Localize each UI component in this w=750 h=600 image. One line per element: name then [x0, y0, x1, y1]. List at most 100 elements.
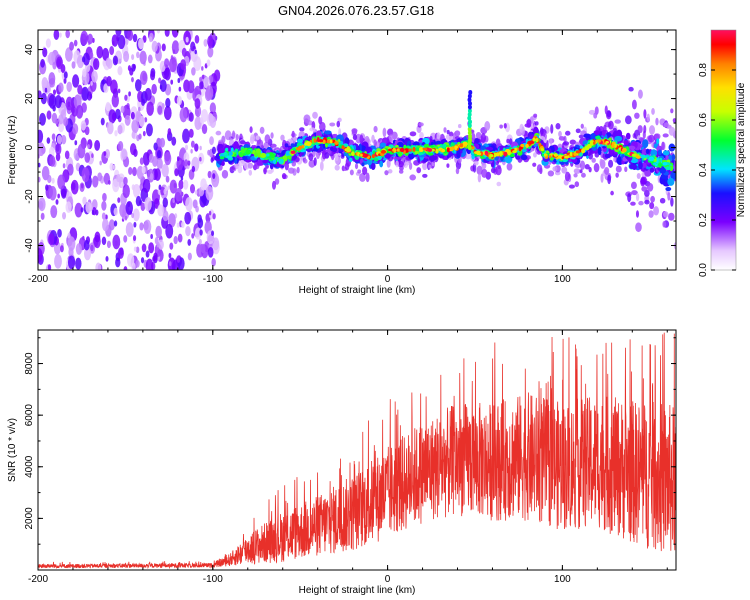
noise-blob [131, 262, 136, 270]
noise-blob [164, 58, 170, 68]
noise-blob [93, 58, 100, 70]
noise-blob [169, 242, 174, 250]
ridge-peak [503, 151, 508, 157]
ridge-peak [520, 143, 525, 148]
ridge-peak [454, 145, 458, 151]
band-cell [262, 159, 269, 164]
spike-cell [467, 100, 472, 106]
noise-blob [80, 207, 84, 213]
band-cell [590, 132, 597, 141]
spectral-speck [558, 130, 562, 138]
band-cell [233, 141, 240, 150]
spectral-speck [359, 172, 366, 182]
spectral-speck [608, 120, 614, 130]
noise-blob [102, 192, 107, 202]
spectral-speck [239, 140, 246, 145]
noise-blob [180, 176, 184, 181]
x-tick-label: -100 [203, 274, 223, 285]
ridge-peak [341, 145, 345, 150]
noise-blob [167, 185, 170, 190]
spectral-speck [653, 206, 660, 216]
y-tick-label: 20 [24, 93, 35, 105]
y-tick-label: -20 [24, 189, 35, 204]
ridge-peak [507, 151, 511, 156]
spectral-speck [552, 166, 558, 172]
band-cell [221, 161, 225, 167]
spectral-speck [296, 166, 300, 174]
spectral-speck [608, 159, 614, 168]
spectral-speck [303, 158, 308, 164]
noise-blob [57, 174, 66, 190]
band-cell [604, 153, 611, 159]
spectral-speck [299, 127, 305, 132]
noise-blob [117, 88, 121, 94]
ridge-peak [334, 141, 339, 145]
band-cell [238, 153, 244, 158]
noise-blob [153, 142, 158, 151]
noise-blob [209, 115, 217, 128]
spectral-speck [397, 160, 405, 168]
noise-blob [55, 199, 59, 205]
spectral-speck [221, 169, 229, 179]
noise-blob [135, 259, 140, 268]
noise-blob [56, 56, 63, 70]
spike-cell [468, 89, 473, 95]
noise-blob [116, 174, 121, 183]
noise-blob [187, 238, 192, 246]
noise-blob [177, 77, 181, 84]
spectral-speck [569, 139, 577, 145]
band-cell [324, 130, 332, 135]
snr-ticks: -200 -100 0 100 2000 4000 6000 8000 [24, 330, 676, 585]
noise-blob [190, 149, 193, 154]
noise-blob [105, 101, 111, 112]
ridge-peak [435, 148, 439, 154]
noise-blob [62, 211, 67, 220]
spectral-speck [599, 158, 603, 166]
y-tick-label: 4000 [24, 455, 35, 478]
ridge-peak [553, 153, 558, 157]
noise-blob [108, 180, 111, 185]
spectral-speck [499, 124, 503, 129]
band-cell [284, 143, 289, 148]
noise-blob [123, 176, 128, 186]
noise-blob [149, 173, 154, 180]
noise-blob [132, 208, 140, 222]
spectral-speck [384, 170, 389, 176]
noise-blob [73, 39, 78, 47]
spectral-speck [624, 115, 632, 125]
spectral-speck [634, 112, 640, 119]
noise-blob [113, 207, 118, 216]
noise-blob [52, 61, 57, 70]
colorbar-gradient [710, 29, 737, 271]
spike-cell [468, 137, 473, 143]
noise-blob [149, 36, 153, 43]
noise-blob [208, 210, 212, 216]
spectral-speck [655, 117, 659, 126]
spike-cell [467, 130, 472, 136]
noise-blob [102, 47, 110, 61]
band-cell [225, 147, 229, 152]
noise-blob [197, 217, 204, 229]
ridge-peak [474, 151, 479, 154]
noise-blob [106, 240, 111, 249]
spectral-speck [593, 112, 598, 119]
ridge-peak [318, 139, 324, 143]
spike-cell [467, 104, 472, 110]
noise-blob [212, 173, 216, 179]
noise-blob [40, 92, 47, 105]
spectral-speck [224, 130, 232, 141]
noise-blob [201, 108, 208, 122]
spectral-speck [627, 192, 632, 203]
spectral-speck [386, 159, 391, 168]
spectral-speck [573, 173, 578, 178]
spectral-speck [243, 161, 250, 170]
spectral-speck [354, 163, 359, 170]
band-cell [278, 158, 284, 165]
noise-blob [103, 151, 107, 156]
noise-blob [207, 149, 211, 156]
noise-blob [145, 258, 154, 270]
noise-blob [141, 243, 147, 253]
noise-blob [61, 134, 67, 145]
noise-blob [65, 30, 70, 39]
noise-blob [140, 257, 145, 264]
